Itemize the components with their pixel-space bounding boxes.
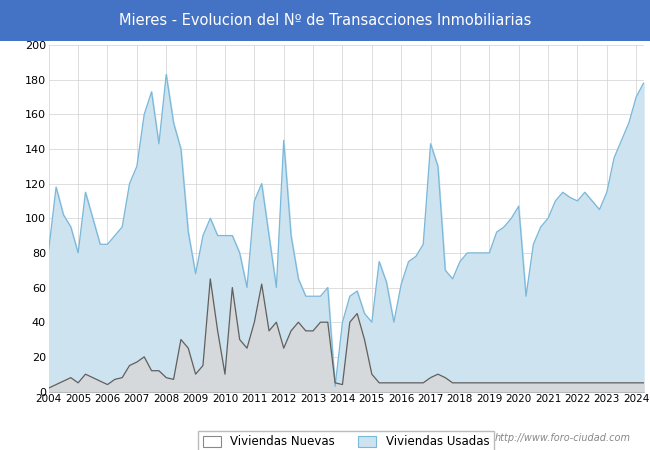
Text: http://www.foro-ciudad.com: http://www.foro-ciudad.com xyxy=(495,433,630,443)
Legend: Viviendas Nuevas, Viviendas Usadas: Viviendas Nuevas, Viviendas Usadas xyxy=(198,431,494,450)
Text: Mieres - Evolucion del Nº de Transacciones Inmobiliarias: Mieres - Evolucion del Nº de Transaccion… xyxy=(119,13,531,28)
